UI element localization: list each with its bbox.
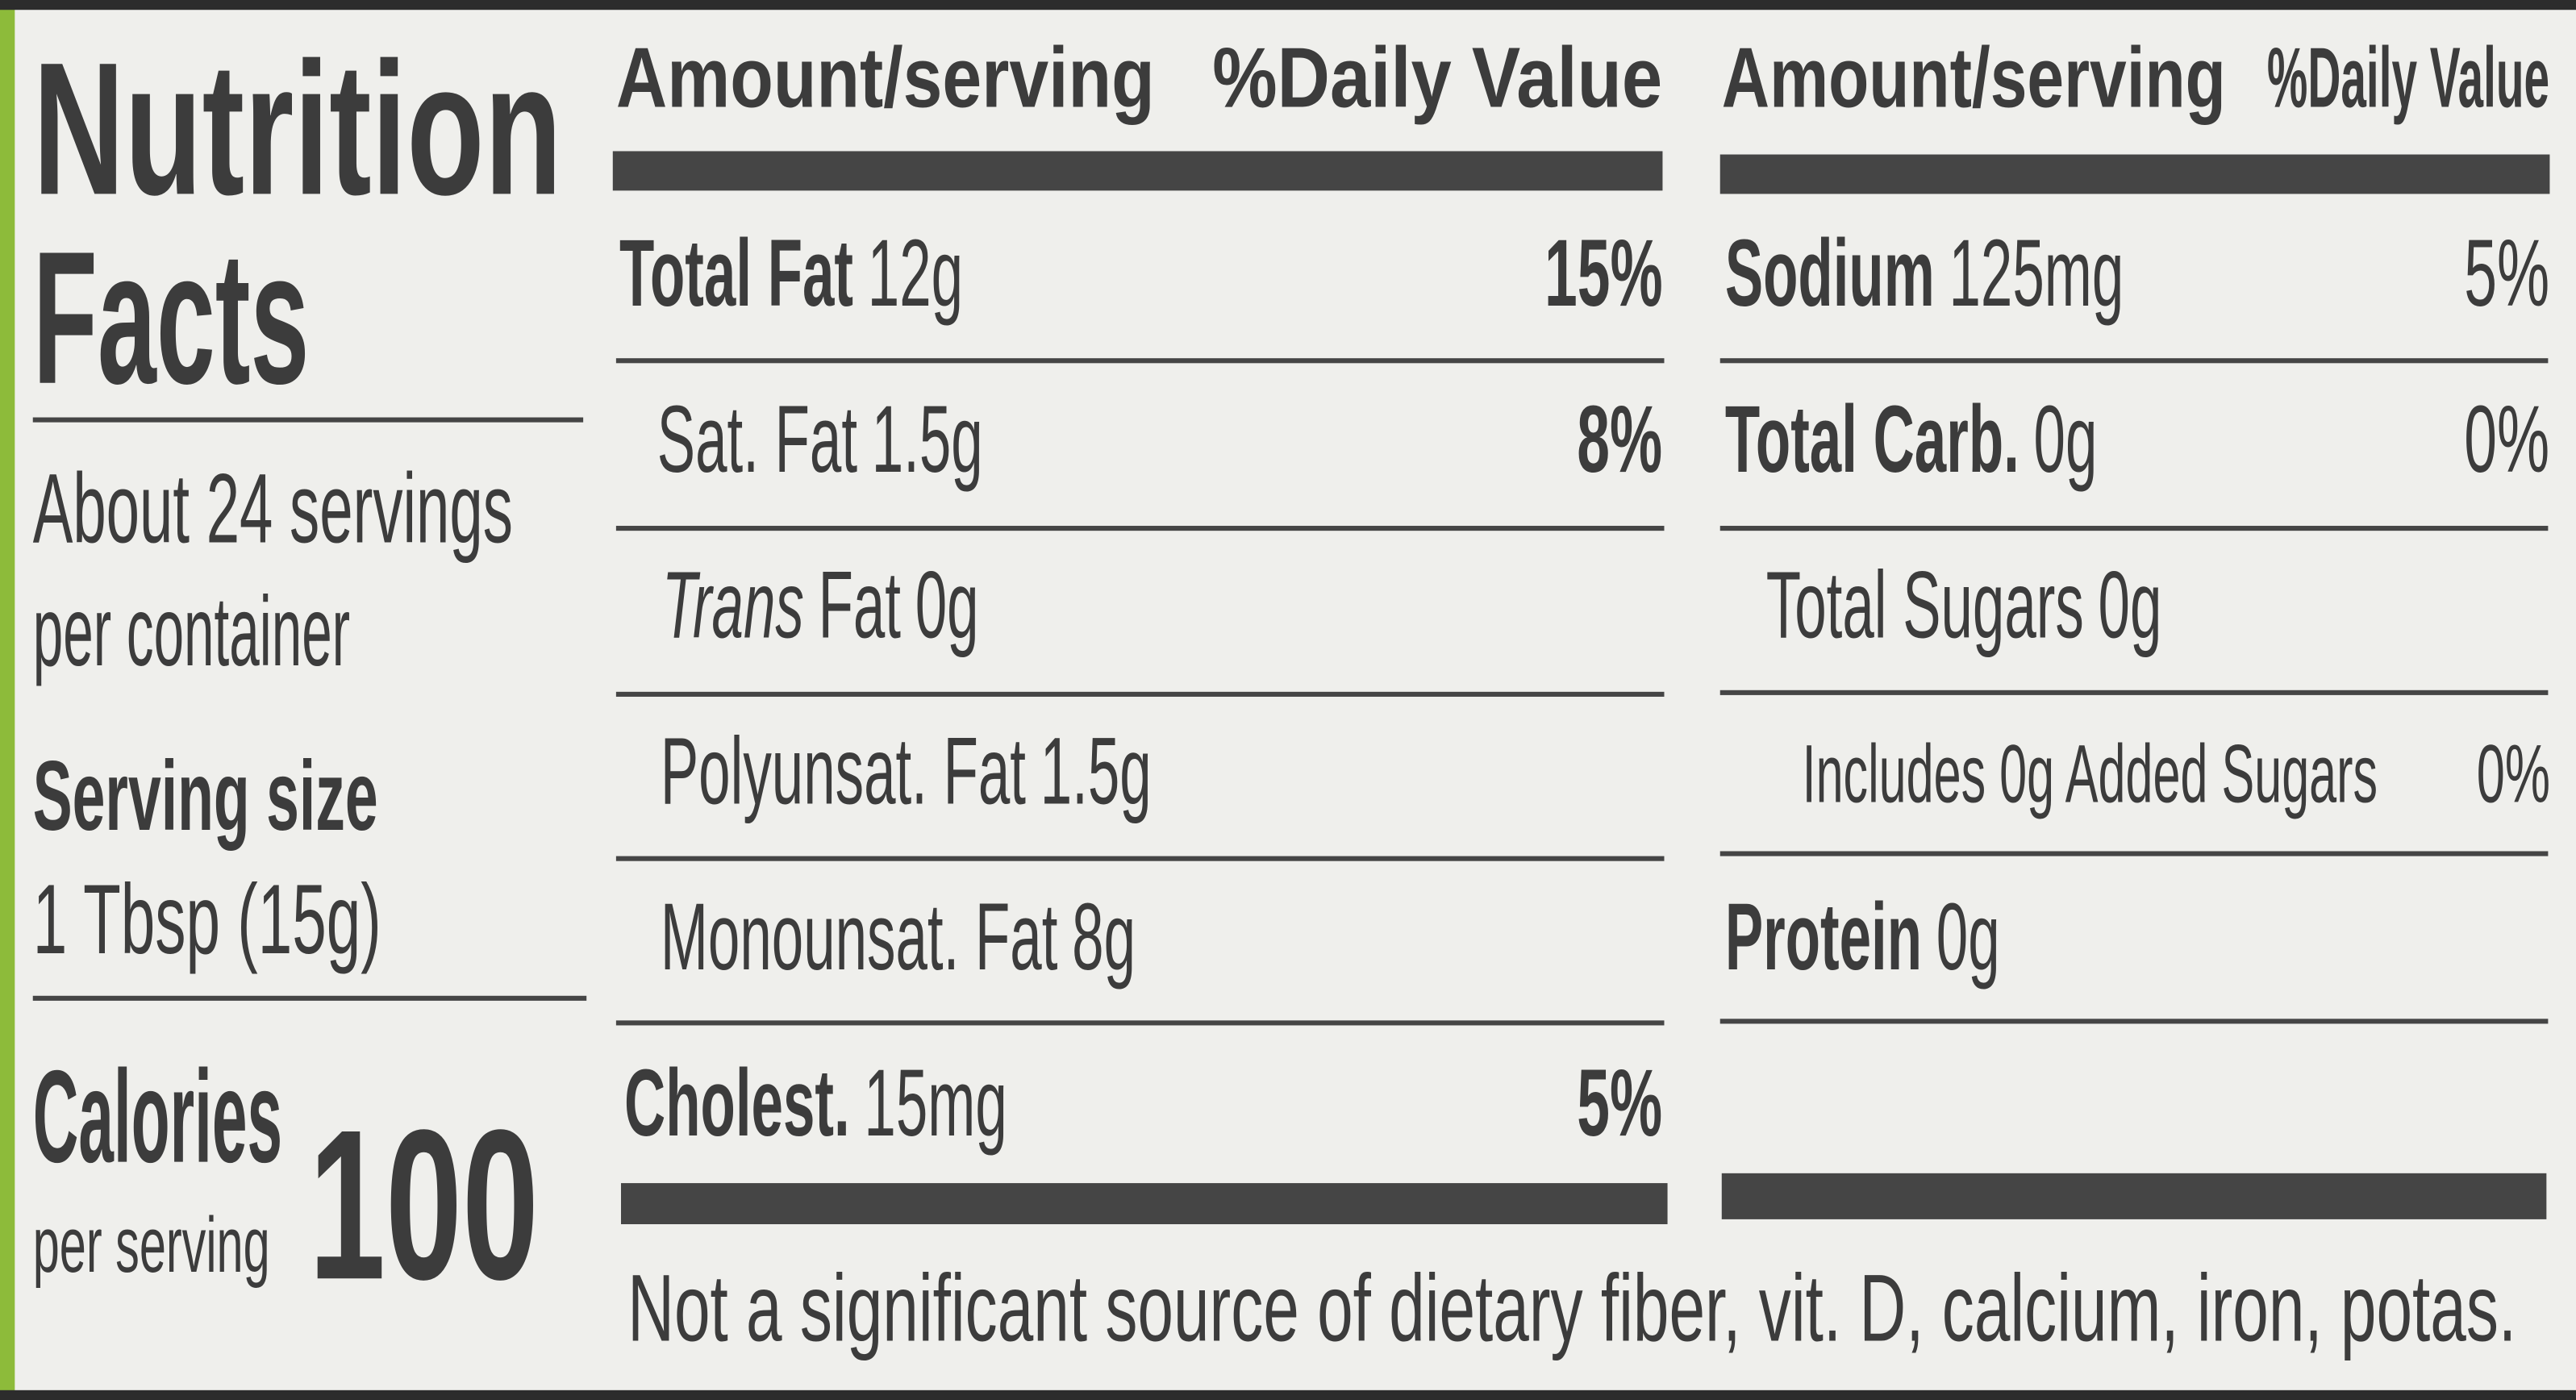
- servings: per container: [32, 577, 351, 687]
- nutrient-amount: 0g: [2033, 386, 2098, 494]
- thick-bar: [1719, 154, 2550, 194]
- nutrient-name: Includes 0g Added Sugars: [1802, 727, 2378, 819]
- divider: [1719, 358, 2549, 364]
- nutrient-amount: 1.5g: [871, 386, 983, 494]
- divider: [615, 358, 1665, 364]
- nutrient-row: Total Fat 12g: [619, 226, 963, 322]
- bottom-edge: [0, 1390, 2576, 1400]
- thick-bar: [1721, 1173, 2547, 1219]
- daily-value: 0%: [2476, 727, 2550, 819]
- divider: [615, 691, 1665, 697]
- divider: [32, 995, 587, 1001]
- nutrient-row: Protein 0g: [1725, 890, 2000, 986]
- nutrient-name: Total Sugars: [1765, 552, 2084, 660]
- nutrient-name: Cholest.: [624, 1050, 850, 1157]
- calories-sub: per serving: [32, 1202, 270, 1290]
- divider: [1719, 526, 2549, 531]
- divider: [1719, 1019, 2549, 1024]
- title: Facts: [32, 213, 310, 424]
- nutrient-name: Total Fat: [619, 220, 854, 327]
- nutrient-name: Monounsat. Fat: [660, 884, 1058, 991]
- nutrient-row: Cholest. 15mg: [624, 1056, 1007, 1152]
- thick-bar: [612, 151, 1663, 191]
- nutrient-row: Includes 0g Added Sugars: [1803, 732, 2391, 815]
- nutrient-row: Polyunsat. Fat 1.5g: [661, 724, 1152, 820]
- nutrient-amount: 0g: [1936, 884, 2000, 991]
- nutrient-amount: 1.5g: [1040, 718, 1152, 826]
- nutrient-row: Monounsat. Fat 8g: [661, 890, 1136, 986]
- divider: [615, 1020, 1665, 1026]
- nutrient-row: Total Sugars 0g: [1766, 558, 2162, 654]
- serving-size-label: Serving size: [32, 740, 378, 852]
- nutrient-row: Sat. Fat 1.5g: [657, 392, 983, 488]
- calories-label: Calories: [32, 1043, 283, 1190]
- nutrient-name: Protein: [1724, 884, 1923, 991]
- nutrient-amount: 0g: [915, 552, 979, 660]
- nutrient-row: Sodium 125mg: [1725, 226, 2124, 322]
- nutrient-name: Sodium: [1724, 220, 1935, 327]
- nutrient-name: Total Carb.: [1724, 386, 2020, 494]
- green-edge: [0, 0, 15, 1400]
- nutrient-amount: 125mg: [1949, 220, 2124, 327]
- divider: [1719, 851, 2549, 856]
- top-edge: [0, 0, 2576, 10]
- daily-value: 5%: [2464, 220, 2550, 327]
- nutrient-name: Polyunsat. Fat: [660, 718, 1027, 826]
- nutrient-amount: 15mg: [864, 1050, 1007, 1157]
- title: Nutrition: [32, 24, 562, 235]
- nutrient-amount: 0g: [2098, 552, 2162, 660]
- nutrient-row: Trans Fat 0g: [662, 558, 979, 654]
- thick-bar: [620, 1183, 1668, 1225]
- divider: [1719, 690, 2549, 695]
- calories-value: 100: [308, 1084, 540, 1325]
- column-header: %Daily Value: [2267, 31, 2550, 127]
- daily-value: 15%: [1544, 220, 1663, 327]
- footnote: Not a significant source of dietary fibe…: [627, 1255, 2517, 1363]
- divider: [32, 417, 584, 423]
- nutrient-amount: 8g: [1072, 884, 1136, 991]
- divider: [615, 526, 1665, 531]
- daily-value: 8%: [1577, 386, 1663, 494]
- divider: [615, 856, 1665, 861]
- nutrient-row: Total Carb. 0g: [1725, 392, 2098, 488]
- nutrient-amount: 12g: [867, 220, 964, 327]
- nutrient-name: Trans: [661, 552, 804, 660]
- column-header: Amount/serving: [1721, 31, 2226, 127]
- nutrient-name: Sat. Fat: [657, 386, 858, 494]
- column-header: %Daily Value: [1212, 31, 1663, 127]
- serving-size-value: 1 Tbsp (15g): [32, 864, 381, 975]
- daily-value: 5%: [1577, 1050, 1663, 1157]
- daily-value: 0%: [2464, 386, 2550, 494]
- nutrient-name: Fat: [818, 552, 902, 660]
- servings: About 24 servings: [32, 453, 513, 564]
- column-header: Amount/serving: [615, 31, 1155, 127]
